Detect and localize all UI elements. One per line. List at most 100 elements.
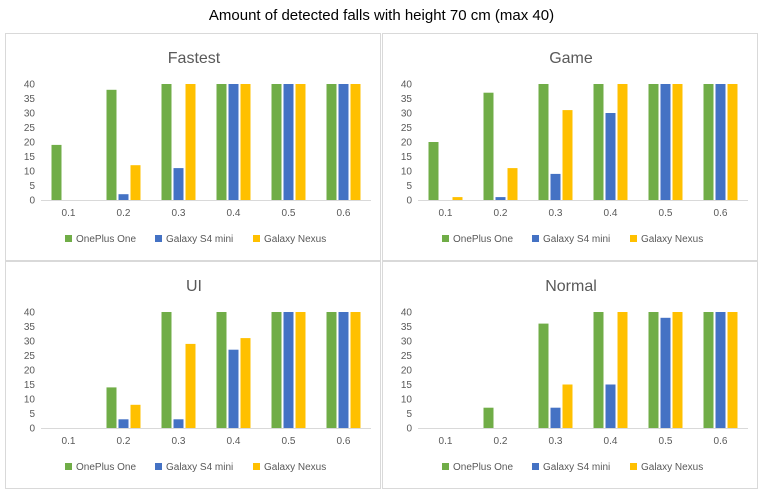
legend-swatch-galaxy-nexus [630, 235, 637, 242]
y-tick-label: 35 [401, 94, 413, 105]
bar-galaxy-nexus-0-6 [727, 84, 738, 200]
chart-title: Normal [545, 278, 597, 295]
chart-panel-ui: UI 0 5 10 15 20 25 30 35 40 0.1 0.2 0.3 0.4 0.5 0.6 OneP… [5, 261, 381, 489]
bar-oneplus-one-0-6 [326, 84, 337, 200]
bar-oneplus-one-0-6 [703, 84, 714, 200]
x-tick-label: 0.3 [549, 436, 563, 447]
bar-galaxy-nexus-0-6 [350, 84, 361, 200]
chart-normal: Normal 0 5 10 15 20 25 30 35 40 0.1 0.2 0.3 0.4 0.5 0.6… [401, 278, 748, 473]
bar-galaxy-s4-mini-0-4 [605, 113, 616, 200]
legend-swatch-oneplus-one [65, 235, 72, 242]
y-tick-label: 0 [406, 424, 412, 435]
bar-galaxy-nexus-0-4 [240, 84, 251, 200]
y-tick-label: 40 [401, 308, 413, 319]
y-tick-label: 30 [401, 109, 413, 120]
bar-galaxy-s4-mini-0-5 [283, 84, 294, 200]
chart-title: Fastest [168, 50, 221, 67]
y-tick-label: 0 [29, 196, 35, 207]
bar-galaxy-s4-mini-0-4 [228, 84, 239, 200]
legend-label-galaxy-nexus: Galaxy Nexus [641, 462, 703, 473]
bar-galaxy-s4-mini-0-2 [118, 194, 129, 200]
chart-panel-game: Game 0 5 10 15 20 25 30 35 40 0.1 0.2 0.3 0.4 0.5 0.6 On… [382, 33, 758, 261]
bar-galaxy-nexus-0-2 [130, 404, 141, 428]
y-tick-label: 35 [24, 94, 36, 105]
y-tick-label: 15 [401, 152, 413, 163]
bar-galaxy-s4-mini-0-2 [495, 197, 506, 200]
y-tick-label: 20 [24, 366, 36, 377]
bar-galaxy-s4-mini-0-6 [338, 84, 349, 200]
bar-galaxy-nexus-0-5 [295, 84, 306, 200]
bar-galaxy-nexus-0-4 [240, 338, 251, 428]
bar-galaxy-nexus-0-3 [185, 84, 196, 200]
bar-oneplus-one-0-6 [326, 312, 337, 428]
bar-galaxy-nexus-0-4 [617, 312, 628, 428]
x-tick-label: 0.6 [337, 208, 351, 219]
x-tick-label: 0.6 [714, 436, 728, 447]
y-tick-label: 30 [24, 109, 36, 120]
x-tick-label: 0.5 [282, 436, 296, 447]
bar-galaxy-s4-mini-0-4 [605, 384, 616, 428]
y-tick-label: 20 [401, 366, 413, 377]
y-tick-label: 10 [401, 167, 413, 178]
y-tick-label: 30 [401, 337, 413, 348]
bar-galaxy-nexus-0-2 [130, 165, 141, 200]
y-tick-label: 40 [401, 80, 413, 91]
bar-galaxy-nexus-0-4 [617, 84, 628, 200]
legend-label-galaxy-s4-mini: Galaxy S4 mini [166, 462, 233, 473]
bar-oneplus-one-0-3 [538, 84, 549, 200]
bar-galaxy-nexus-0-5 [672, 84, 683, 200]
legend-swatch-oneplus-one [65, 463, 72, 470]
bar-galaxy-s4-mini-0-6 [715, 312, 726, 428]
legend-swatch-galaxy-s4-mini [155, 235, 162, 242]
x-tick-label: 0.5 [659, 208, 673, 219]
y-tick-label: 25 [24, 123, 36, 134]
x-tick-label: 0.1 [62, 208, 76, 219]
x-tick-label: 0.3 [172, 436, 186, 447]
x-tick-label: 0.6 [714, 208, 728, 219]
x-tick-label: 0.2 [117, 208, 131, 219]
x-tick-label: 0.3 [172, 208, 186, 219]
y-tick-label: 5 [29, 409, 35, 420]
bar-galaxy-s4-mini-0-5 [660, 317, 671, 428]
y-tick-label: 5 [29, 181, 35, 192]
bar-oneplus-one-0-5 [271, 84, 282, 200]
chart-title: UI [186, 278, 202, 295]
legend-swatch-galaxy-s4-mini [155, 463, 162, 470]
x-tick-label: 0.4 [227, 208, 241, 219]
y-tick-label: 10 [24, 167, 36, 178]
legend-label-oneplus-one: OnePlus One [76, 234, 136, 245]
bar-oneplus-one-0-4 [216, 312, 227, 428]
legend-label-galaxy-nexus: Galaxy Nexus [641, 234, 703, 245]
bar-oneplus-one-0-6 [703, 312, 714, 428]
chart-title: Game [549, 50, 593, 67]
y-tick-label: 40 [24, 80, 36, 91]
bar-galaxy-s4-mini-0-4 [228, 349, 239, 428]
bar-oneplus-one-0-1 [428, 142, 439, 200]
bar-oneplus-one-0-2 [106, 387, 117, 428]
bar-galaxy-s4-mini-0-5 [660, 84, 671, 200]
y-tick-label: 0 [29, 424, 35, 435]
y-tick-label: 0 [406, 196, 412, 207]
x-tick-label: 0.1 [439, 208, 453, 219]
chart-ui: UI 0 5 10 15 20 25 30 35 40 0.1 0.2 0.3 0.4 0.5 0.6 OneP… [24, 278, 371, 473]
chart-game: Game 0 5 10 15 20 25 30 35 40 0.1 0.2 0.3 0.4 0.5 0.6 On… [401, 50, 748, 245]
y-tick-label: 10 [401, 395, 413, 406]
bar-galaxy-s4-mini-0-3 [173, 168, 184, 200]
bar-oneplus-one-0-1 [51, 144, 62, 200]
bar-oneplus-one-0-5 [648, 84, 659, 200]
chart-panel-fastest: Fastest 0 5 10 15 20 25 30 35 40 0.1 0.2 0.3 0.4 0.5 0.… [5, 33, 381, 261]
legend-swatch-galaxy-nexus [630, 463, 637, 470]
bar-galaxy-nexus-0-6 [727, 312, 738, 428]
bar-oneplus-one-0-2 [483, 92, 494, 200]
y-tick-label: 15 [401, 380, 413, 391]
y-tick-label: 20 [401, 138, 413, 149]
bar-galaxy-s4-mini-0-6 [338, 312, 349, 428]
bar-galaxy-s4-mini-0-2 [118, 419, 129, 428]
legend-swatch-oneplus-one [442, 235, 449, 242]
bar-oneplus-one-0-4 [216, 84, 227, 200]
bar-oneplus-one-0-2 [483, 407, 494, 428]
bar-galaxy-s4-mini-0-3 [173, 419, 184, 428]
y-tick-label: 20 [24, 138, 36, 149]
x-tick-label: 0.6 [337, 436, 351, 447]
y-tick-label: 40 [24, 308, 36, 319]
